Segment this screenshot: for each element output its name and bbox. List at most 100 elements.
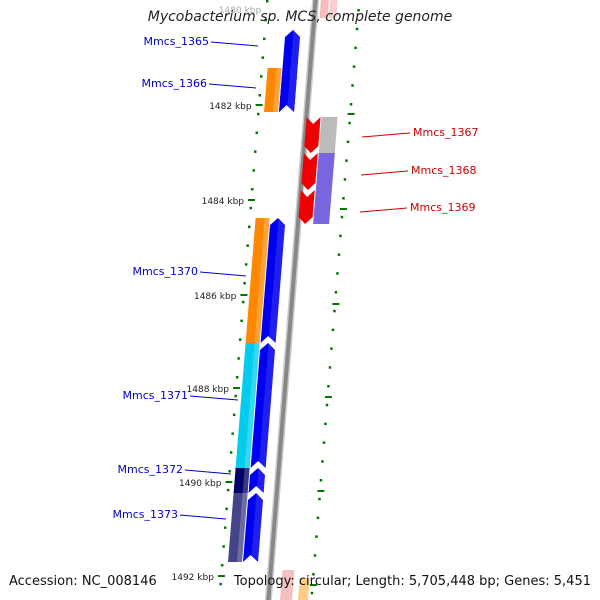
- gene-mmcs-1369-label: Mmcs_1369: [410, 201, 475, 214]
- tick-label: 1492 kbp: [172, 573, 215, 583]
- gene-mmcs-1367-arrow: [304, 117, 321, 153]
- gene-mmcs-1367-label: Mmcs_1367: [413, 126, 478, 139]
- map-title: Mycobacterium sp. MCS, complete genome: [147, 9, 453, 25]
- tick-label: 1488 kbp: [187, 385, 230, 395]
- scale-dot: [315, 535, 318, 538]
- context-gene-bottom-b: [297, 578, 310, 600]
- scale-dot: [254, 150, 257, 153]
- scale-dot: [240, 319, 243, 323]
- scale-dot: [246, 244, 249, 247]
- gene-mmcs-1372-cog-bar: [233, 468, 250, 493]
- scale-dot: [241, 300, 245, 304]
- gene-mmcs-1371-cog-bar: [235, 343, 260, 468]
- scale-dot: [324, 422, 327, 426]
- context-gene-top-b: [328, 0, 338, 18]
- scale-dot: [352, 65, 356, 68]
- scale-dot: [355, 27, 359, 31]
- scale-dot: [327, 385, 330, 388]
- scale-dot: [336, 272, 339, 275]
- scale-dot: [261, 56, 264, 59]
- scale-dot: [237, 357, 240, 360]
- gene-mmcs-1365-label: Mmcs_1365: [144, 35, 209, 48]
- scale-dot: [330, 347, 333, 350]
- scale-dot: [349, 103, 353, 106]
- scale-dot: [232, 413, 236, 417]
- gene-mmcs-1368-label: Mmcs_1368: [411, 164, 476, 177]
- gene-mmcs-1370-arrow-shade: [268, 218, 285, 343]
- scale-dot: [339, 234, 342, 238]
- scale-dot: [223, 526, 227, 529]
- gene-mmcs-1371-label: Mmcs_1371: [123, 389, 188, 402]
- scale-dot: [312, 573, 315, 576]
- context-gene-top-a: [319, 0, 329, 18]
- scale-dot: [333, 309, 336, 313]
- scale-dot: [316, 516, 320, 520]
- scale-dot: [348, 121, 351, 125]
- gene-mmcs-1371-leader: [189, 395, 239, 401]
- scale-dot: [226, 488, 230, 492]
- gene-mmcs-1366-arrow-shade: [287, 68, 297, 112]
- scale-dot: [235, 376, 239, 379]
- gene-mmcs-1372-arrow: [248, 468, 265, 493]
- scale-dot: [354, 46, 357, 50]
- gene-mmcs-1369-arrow: [298, 190, 315, 224]
- gene-mmcs-1366-leader: [208, 83, 257, 89]
- scale-dot: [264, 18, 267, 22]
- tick-label: 1486 kbp: [194, 292, 237, 302]
- gene-mmcs-1371-arrow: [250, 343, 275, 468]
- scale-dot: [255, 131, 258, 135]
- scale-dot: [229, 451, 233, 454]
- scale-dot: [334, 291, 338, 294]
- scale-dot: [342, 197, 345, 200]
- gene-mmcs-1373-cog-bar: [228, 493, 248, 562]
- scale-dot: [351, 84, 354, 87]
- scale-dot: [346, 140, 350, 144]
- scale-dot: [243, 282, 246, 285]
- scale-dot: [310, 591, 314, 595]
- gene-mmcs-1373-cog-shade: [237, 493, 248, 562]
- gene-mmcs-1371-arrow-shade: [258, 343, 275, 468]
- scale-dot: [249, 206, 252, 210]
- gene-mmcs-1373-arrow-shade: [251, 493, 263, 562]
- scale-dot: [325, 403, 329, 407]
- gene-mmcs-1370-cog-shade: [254, 218, 270, 343]
- tick-label: 1482 kbp: [209, 102, 252, 112]
- scale-dot: [340, 215, 344, 219]
- gene-mmcs-1368-arrow: [301, 153, 318, 190]
- scale-dot: [252, 169, 255, 172]
- scale-dot: [220, 564, 224, 567]
- scale-dot: [225, 507, 228, 511]
- gene-mmcs-1369-cog-bar: [313, 190, 332, 224]
- gene-mmcs-1368-leader: [360, 170, 409, 176]
- scale-dot: [248, 225, 251, 229]
- gene-mmcs-1373-label: Mmcs_1373: [113, 508, 178, 521]
- scale-dot: [345, 159, 348, 162]
- scale-dot: [234, 394, 237, 398]
- scale-dot: [337, 253, 341, 256]
- gene-mmcs-1367-cog-bar: [318, 117, 338, 153]
- context-gene-bottom-a: [279, 570, 295, 600]
- gene-mmcs-1370-arrow: [260, 218, 285, 343]
- gene-mmcs-1367-leader: [361, 132, 411, 138]
- gene-mmcs-1370-cog-bar: [245, 218, 270, 343]
- scale-dot: [319, 479, 323, 482]
- scale-dot: [343, 178, 347, 181]
- tick-label: 1484 kbp: [202, 197, 245, 207]
- gene-mmcs-1368-cog-bar: [315, 153, 335, 190]
- gene-mmcs-1373-arrow: [243, 493, 263, 562]
- scale-dot: [251, 188, 254, 191]
- accession-label: Accession: NC_008146: [9, 574, 157, 589]
- gene-mmcs-1370-label: Mmcs_1370: [133, 265, 198, 278]
- gene-mmcs-1365-leader: [210, 41, 259, 47]
- gene-mmcs-1373-leader: [179, 514, 227, 520]
- scale-dot: [260, 75, 263, 78]
- scale-dot: [331, 328, 335, 332]
- scale-dot: [244, 263, 248, 266]
- gene-mmcs-1372-label: Mmcs_1372: [118, 463, 183, 476]
- scale-dot: [318, 497, 321, 501]
- genome-summary: Topology: circular; Length: 5,705,448 bp…: [233, 574, 591, 589]
- scale-dot: [263, 37, 266, 41]
- tick-label: 1490 kbp: [179, 479, 222, 489]
- scale-dot: [222, 545, 225, 548]
